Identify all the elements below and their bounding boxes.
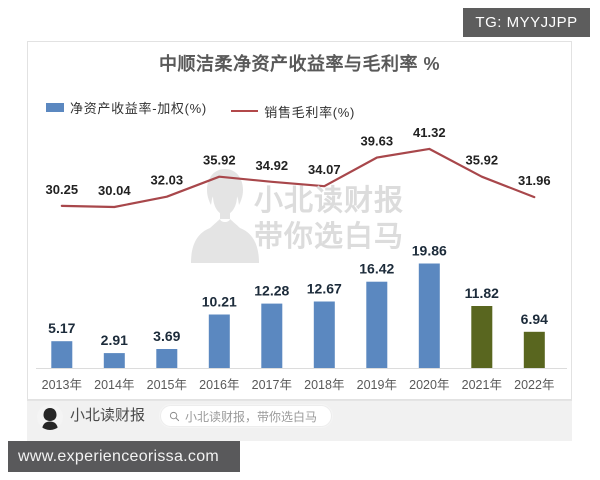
svg-text:2019年: 2019年 <box>357 378 397 392</box>
svg-text:30.25: 30.25 <box>46 182 79 197</box>
svg-text:2021年: 2021年 <box>462 378 502 392</box>
svg-text:10.21: 10.21 <box>202 294 237 310</box>
svg-text:2020年: 2020年 <box>409 378 449 392</box>
svg-text:34.07: 34.07 <box>308 162 341 177</box>
svg-text:30.04: 30.04 <box>98 183 131 198</box>
svg-text:12.67: 12.67 <box>307 281 342 297</box>
svg-text:3.69: 3.69 <box>153 328 180 344</box>
svg-text:16.42: 16.42 <box>359 261 394 277</box>
svg-text:2014年: 2014年 <box>94 378 134 392</box>
svg-text:5.17: 5.17 <box>48 320 75 336</box>
svg-text:34.92: 34.92 <box>256 158 289 173</box>
svg-text:2018年: 2018年 <box>304 378 344 392</box>
svg-text:6.94: 6.94 <box>521 311 548 327</box>
svg-text:2.91: 2.91 <box>101 332 128 348</box>
svg-text:2016年: 2016年 <box>199 378 239 392</box>
svg-text:32.03: 32.03 <box>151 173 184 188</box>
svg-text:11.82: 11.82 <box>465 285 499 301</box>
svg-text:12.28: 12.28 <box>254 283 289 299</box>
svg-text:2015年: 2015年 <box>147 378 187 392</box>
svg-text:31.96: 31.96 <box>518 173 551 188</box>
svg-text:41.32: 41.32 <box>413 125 446 140</box>
svg-text:35.92: 35.92 <box>466 153 499 168</box>
svg-text:2013年: 2013年 <box>42 378 82 392</box>
svg-text:39.63: 39.63 <box>361 134 394 149</box>
svg-text:19.86: 19.86 <box>412 243 447 259</box>
svg-text:2022年: 2022年 <box>514 378 554 392</box>
svg-text:35.92: 35.92 <box>203 153 236 168</box>
svg-text:2017年: 2017年 <box>252 378 292 392</box>
